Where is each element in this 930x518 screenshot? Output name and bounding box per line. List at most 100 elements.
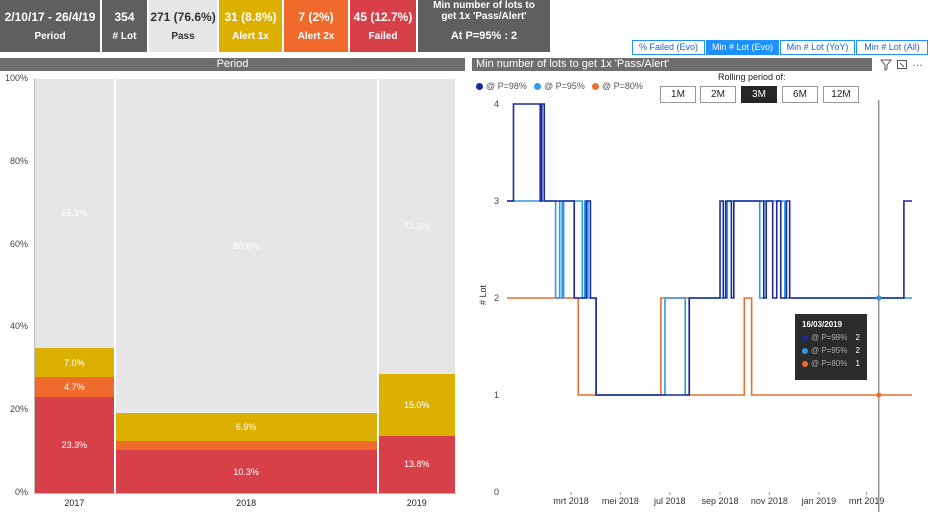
- tooltip-p80-value: 1: [855, 359, 860, 368]
- left-panel-title: Period: [0, 58, 465, 71]
- legend-p98-dot: [476, 82, 483, 90]
- y-tick-60: 60%: [9, 238, 28, 249]
- y-axis-title: # Lot: [478, 284, 488, 306]
- bar-alert-1x-2017[interactable]: [35, 348, 114, 378]
- legend-p98-label: @ P=98%: [486, 81, 527, 91]
- tooltip: 16/03/2019 @ P=98% 2 @ P=95% 2 @ P=80% 1: [795, 314, 867, 380]
- legend-p80[interactable]: @ P=80%: [592, 81, 643, 91]
- bar-pass-2019[interactable]: [378, 78, 455, 374]
- legend-p98[interactable]: @ P=98%: [476, 81, 527, 91]
- x-tick-mrt-2018: mrt 2018: [553, 496, 589, 506]
- bar-label-failed-2018: 10.3%: [233, 466, 259, 477]
- kpi-card-lot: 354 # Lot: [102, 0, 147, 52]
- x-tick-2017: 2017: [64, 498, 85, 508]
- tooltip-row-p95: @ P=95% 2: [802, 346, 860, 355]
- kpi-alert1x-label: Alert 1x: [232, 30, 269, 42]
- right-panel-title-text: Min number of lots to get 1x 'Pass/Alert…: [476, 58, 670, 70]
- kpi-card-alert1x: 31 (8.8%) Alert 1x: [219, 0, 282, 52]
- bar-label-pass-2018: 80.6%: [233, 240, 259, 251]
- tooltip-p95-value: 2: [855, 346, 860, 355]
- y-tick-3: 3: [494, 196, 499, 206]
- bar-alert-2x-2018[interactable]: [115, 441, 377, 451]
- min-lots-card: Min number of lots to get 1x 'Pass/Alert…: [418, 0, 550, 52]
- tooltip-p80-swatch: [802, 360, 808, 367]
- rolling-6m-button[interactable]: 6M: [782, 86, 818, 103]
- tooltip-p80-name: @ P=80%: [811, 359, 848, 368]
- left-chart-frame: [34, 78, 456, 494]
- kpi-card-pass: 271 (76.6%) Pass: [149, 0, 217, 52]
- legend-p95[interactable]: @ P=95%: [534, 81, 585, 91]
- x-tick-2018: 2018: [236, 498, 257, 508]
- bar-pass-2018[interactable]: [115, 79, 377, 413]
- tab-min-lot-all[interactable]: Min # Lot (All): [856, 40, 928, 55]
- tooltip-p95-name: @ P=95%: [811, 346, 848, 355]
- rolling-2m-button[interactable]: 2M: [700, 86, 736, 103]
- kpi-alert1x-value: 31 (8.8%): [224, 9, 277, 24]
- min-lots-value: At P=95% : 2: [450, 30, 518, 42]
- kpi-card-alert2x: 7 (2%) Alert 2x: [284, 0, 348, 52]
- bar-alert-2x-2017[interactable]: [35, 377, 114, 397]
- kpi-period-label: Period: [34, 30, 66, 42]
- bar-pass-2017[interactable]: [35, 78, 114, 349]
- x-tick-jul-2018: jul 2018: [653, 496, 686, 506]
- hover-marker-p98: [876, 295, 882, 301]
- tooltip-p98-swatch: [802, 334, 808, 341]
- bar-failed-2019[interactable]: [378, 435, 455, 493]
- kpi-alert2x-label: Alert 2x: [297, 30, 335, 42]
- y-tick-80: 80%: [9, 155, 28, 166]
- y-tick-20: 20%: [9, 404, 28, 415]
- bar-alert-1x-2019[interactable]: [378, 373, 455, 436]
- bar-label-pass-2019: 71.3%: [404, 221, 430, 232]
- more-options-icon[interactable]: …: [912, 57, 923, 69]
- tooltip-p98-value: 2: [855, 333, 860, 342]
- bar-failed-2017[interactable]: [35, 396, 114, 493]
- x-tick-nov-2018: nov 2018: [751, 496, 788, 506]
- tab-failed-evo[interactable]: % Failed (Evo): [632, 40, 705, 55]
- legend-p95-dot: [534, 82, 541, 90]
- bar-failed-2018[interactable]: [115, 450, 377, 493]
- hover-marker-p95: [876, 295, 882, 301]
- tab-min-lot-evo[interactable]: Min # Lot (Evo): [706, 40, 779, 55]
- y-tick-1: 1: [494, 390, 499, 400]
- kpi-pass-label: Pass: [171, 30, 195, 42]
- kpi-period-value: 2/10/17 - 26/4/19: [4, 9, 96, 24]
- x-tick-sep-2018: sep 2018: [702, 496, 739, 506]
- y-tick-4: 4: [494, 99, 499, 109]
- tab-min-lot-yoy[interactable]: Min # Lot (YoY): [780, 40, 855, 55]
- y-tick-2: 2: [494, 293, 499, 303]
- tooltip-p95-swatch: [802, 347, 808, 354]
- bar-label-pass-2017: 65.1%: [61, 208, 88, 219]
- kpi-card-period: 2/10/17 - 26/4/19 Period: [0, 0, 100, 52]
- bar-label-alert-1x-2018: 6.9%: [235, 421, 257, 432]
- mekko-chart: 23.3% 4.7% 7.0% 65.1% 2017 10.3% 6.9% 80.6% 2018…: [5, 73, 455, 508]
- tooltip-date: 16/03/2019: [802, 320, 843, 329]
- rolling-period-label: Rolling period of:: [718, 72, 786, 82]
- bar-label-alert-2x-2017: 4.7%: [64, 381, 85, 392]
- bar-alert-1x-2018[interactable]: [115, 412, 377, 442]
- y-tick-0: 0: [494, 487, 499, 497]
- rolling-3m-button[interactable]: 3M: [741, 86, 777, 103]
- tooltip-p98-name: @ P=98%: [811, 333, 848, 342]
- kpi-alert2x-value: 7 (2%): [298, 9, 334, 24]
- bar-label-alert-1x-2017: 7.0%: [64, 357, 85, 368]
- kpi-lot-value: 354: [114, 9, 135, 24]
- rolling-1m-button[interactable]: 1M: [660, 86, 696, 103]
- bar-label-failed-2017: 23.3%: [61, 439, 88, 450]
- bar-label-failed-2019: 13.8%: [404, 459, 430, 470]
- tooltip-row-p80: @ P=80% 1: [802, 359, 860, 368]
- x-tick-jan-2019: jan 2019: [801, 496, 837, 506]
- tooltip-row-p98: @ P=98% 2: [802, 333, 860, 342]
- filter-icon[interactable]: [879, 58, 893, 71]
- x-tick-mrt-2019: mrt 2019: [849, 496, 885, 506]
- kpi-lot-label: # Lot: [112, 30, 137, 42]
- legend-p80-label: @ P=80%: [602, 81, 643, 91]
- min-lots-title: Min number of lots to get 1x 'Pass/Alert…: [433, 0, 535, 22]
- kpi-card-failed: 45 (12.7%) Failed: [350, 0, 416, 52]
- focus-mode-icon[interactable]: [896, 58, 908, 71]
- x-tick-mei-2018: mei 2018: [602, 496, 639, 506]
- rolling-12m-button[interactable]: 12M: [823, 86, 859, 103]
- right-panel-title: Min number of lots to get 1x 'Pass/Alert…: [472, 58, 872, 71]
- y-tick-0: 0%: [14, 487, 28, 497]
- kpi-failed-label: Failed: [368, 30, 398, 42]
- legend-p95-label: @ P=95%: [544, 81, 585, 91]
